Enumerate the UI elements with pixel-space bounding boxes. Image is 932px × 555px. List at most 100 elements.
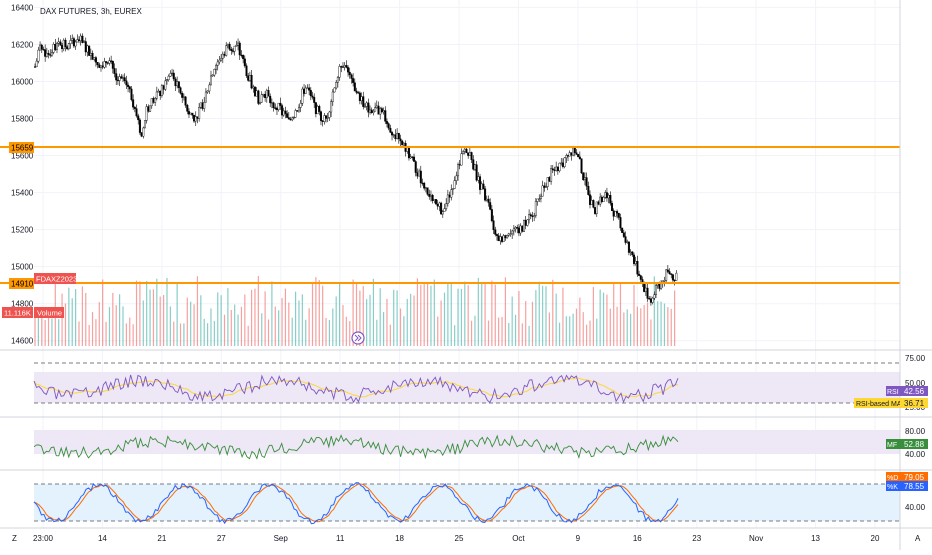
- candle-body: [66, 46, 69, 50]
- candle-body: [424, 187, 427, 189]
- volume-bar: [146, 280, 148, 346]
- candle-body: [96, 62, 99, 66]
- candle-body: [275, 107, 278, 111]
- candle-body: [247, 75, 250, 81]
- volume-bar: [132, 324, 134, 346]
- candle-body: [451, 188, 454, 190]
- candle-body: [484, 188, 487, 201]
- candle-body: [602, 197, 605, 202]
- candle-body: [338, 66, 341, 78]
- volume-bar: [240, 306, 243, 346]
- candle-body: [523, 220, 526, 232]
- candle-body: [526, 219, 529, 226]
- candle-body: [666, 269, 669, 272]
- candle-body: [260, 94, 263, 103]
- candle-body: [133, 106, 136, 109]
- candle-body: [243, 58, 246, 67]
- candle-body: [494, 229, 497, 235]
- candle-body: [409, 156, 412, 159]
- candle-body: [528, 214, 531, 221]
- volume-bar: [650, 319, 652, 346]
- volume-bar: [592, 287, 594, 346]
- candle-body: [77, 39, 80, 42]
- candle-body: [529, 214, 532, 216]
- candle-body: [445, 203, 448, 209]
- candle-body: [108, 60, 111, 64]
- candle-body: [213, 69, 216, 76]
- price-axis[interactable]: 16400 16200 16000 15800 15600 15400 15200 15000…: [11, 3, 34, 345]
- candle-body: [228, 43, 231, 50]
- candle-body: [627, 241, 630, 253]
- candle-body: [62, 39, 65, 49]
- candle-body: [580, 158, 583, 174]
- candle-body: [336, 77, 339, 83]
- time-tick-label: Oct: [512, 534, 525, 543]
- volume-bar: [163, 295, 165, 346]
- mfi-axis: 80.00 40.00: [905, 427, 926, 459]
- candle-body: [328, 111, 331, 118]
- candle-body: [534, 201, 537, 216]
- candle-body: [47, 53, 50, 55]
- candle-body: [490, 209, 493, 221]
- candle-body: [407, 146, 410, 159]
- candle-body: [348, 71, 351, 76]
- candle-body: [394, 134, 397, 140]
- volume-bar: [470, 320, 473, 346]
- candle-body: [479, 176, 482, 190]
- candle-body: [377, 105, 380, 115]
- volume-bar: [325, 317, 327, 346]
- candle-body: [61, 45, 64, 49]
- mfi-line: [33, 434, 679, 460]
- volume-bar: [301, 294, 303, 346]
- volume-bar: [122, 306, 124, 346]
- candle-body: [218, 59, 221, 63]
- candle-body: [216, 61, 219, 66]
- volume-bar: [602, 292, 605, 346]
- mfi-tick-40: 40.00: [905, 450, 926, 459]
- price-tick-label: 14800: [11, 300, 34, 309]
- candle-body: [325, 115, 328, 119]
- price-tick-label: 15800: [11, 115, 34, 124]
- candle-body: [71, 38, 74, 41]
- candle-body: [248, 75, 251, 81]
- rsi-ma-badge: RSI-based MA 36.71: [854, 398, 928, 408]
- candle-body: [589, 194, 592, 205]
- candle-body: [556, 166, 559, 172]
- candle-body: [40, 44, 43, 50]
- volume-bar: [81, 286, 83, 346]
- candle-body: [582, 172, 585, 181]
- volume-bar: [396, 290, 398, 346]
- auto-scale-button[interactable]: A: [915, 534, 921, 543]
- volume-bar: [565, 316, 567, 346]
- volume-bar: [552, 279, 554, 346]
- mfi-value: 52.88: [904, 440, 925, 449]
- candle-body: [83, 41, 86, 43]
- timezone-corner-label[interactable]: Z: [12, 534, 17, 543]
- candle-body: [264, 94, 267, 99]
- candle-body: [573, 147, 576, 153]
- volume-bar: [345, 316, 347, 346]
- candle-body: [353, 82, 356, 92]
- candle-body: [172, 72, 175, 80]
- candle-body: [429, 194, 432, 197]
- volume-bar: [521, 323, 523, 346]
- candle-body: [291, 117, 294, 121]
- fast-forward-icon[interactable]: [351, 331, 365, 345]
- candle-body: [49, 54, 52, 56]
- volume-bar: [284, 288, 287, 346]
- time-tick-label: 21: [157, 534, 166, 543]
- candle-body: [357, 92, 360, 94]
- candle-body: [201, 102, 204, 109]
- candle-body: [649, 298, 652, 303]
- candle-body: [453, 180, 456, 189]
- candle-body: [477, 176, 480, 181]
- candle-body: [465, 148, 468, 153]
- candle-body: [154, 98, 157, 103]
- candle-body: [355, 90, 358, 93]
- candle-body: [330, 101, 333, 113]
- time-axis[interactable]: 23:00 14 21 27 Sep 11 18 25 Oct 9 16 23 Nov 13 20: [33, 534, 880, 543]
- price-tick-label: 15400: [11, 189, 34, 198]
- candle-body: [110, 60, 113, 62]
- candles: [34, 33, 678, 306]
